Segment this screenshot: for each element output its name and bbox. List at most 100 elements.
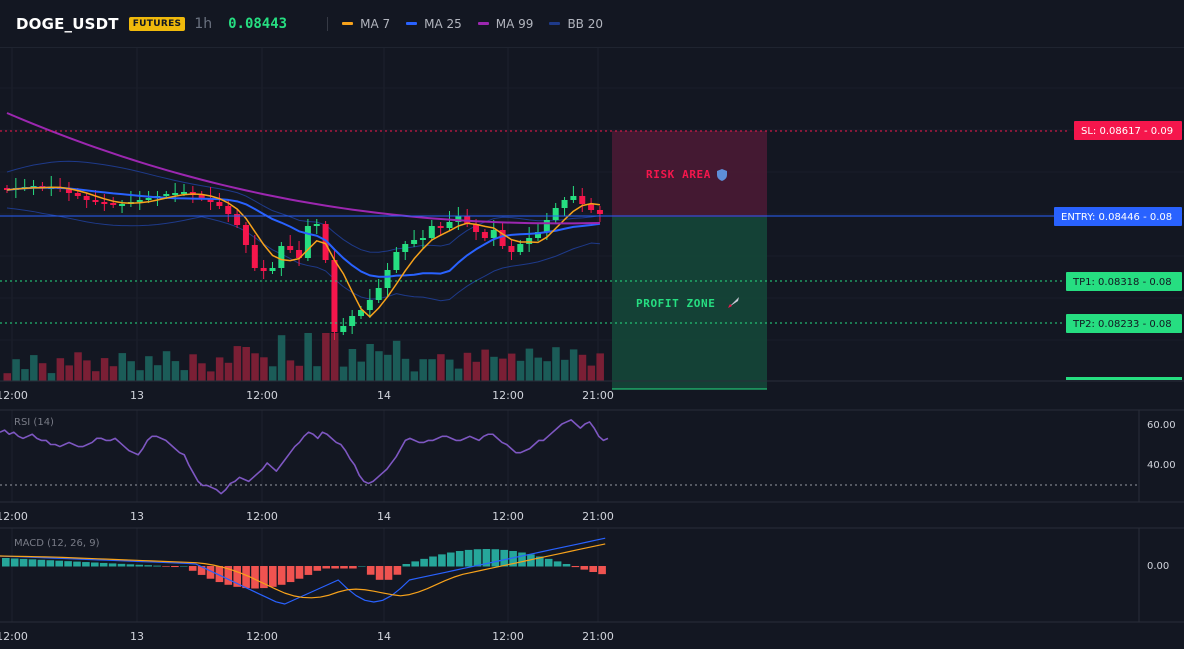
macd-title: MACD (12, 26, 9) (14, 538, 100, 549)
volume-bar (260, 357, 268, 381)
candle-body (101, 202, 108, 204)
candle-body (428, 226, 435, 238)
volume-bar (401, 358, 410, 381)
rsi-title: RSI (14) (14, 417, 54, 428)
volume-bar (348, 349, 357, 381)
volume-bar (47, 373, 56, 381)
time-axis-rsi[interactable]: 12:00 13 12:00 14 12:00 21:00 (0, 510, 614, 523)
macd-histogram-bar (153, 565, 161, 567)
candle-body (499, 230, 506, 246)
volume-bar (269, 366, 277, 381)
macd-histogram-bar (304, 566, 313, 575)
volume-bar (313, 366, 321, 381)
volume-bar (74, 352, 82, 381)
candle-body (552, 208, 559, 220)
volume-bar (100, 358, 109, 381)
candle-body (260, 268, 267, 271)
macd-histogram-bar (260, 566, 268, 589)
macd-histogram-bar (358, 566, 366, 567)
timeframe-label[interactable]: 1h (194, 15, 213, 32)
macd-histogram-bar (215, 566, 224, 583)
ma7-swatch (342, 22, 354, 25)
current-price-marker (1066, 377, 1182, 380)
time-axis-main[interactable]: 12:00 13 12:00 14 12:00 21:00 (0, 389, 614, 402)
volume-bar (499, 358, 507, 381)
macd-histogram-bar (197, 566, 206, 575)
rsi-path (0, 419, 609, 495)
time-tick-label: 12:00 (0, 510, 28, 523)
candle-body (145, 198, 152, 200)
macd-histogram-bar (509, 551, 517, 567)
candle-body (287, 246, 294, 250)
symbol-name[interactable]: DOGE_USDT (16, 14, 119, 33)
legend-bb20-label: BB 20 (567, 16, 603, 31)
volume-bar (109, 366, 118, 381)
volume-bar (419, 359, 427, 381)
volume-bar (65, 365, 73, 381)
tp1-label: TP1: 0.08318 - 0.08 (1072, 277, 1172, 288)
ma25-swatch (406, 22, 418, 25)
macd-histogram-bar (589, 566, 597, 572)
macd-histogram-bar (562, 564, 571, 567)
macd-histogram-bar (420, 558, 428, 567)
legend-bb20[interactable]: BB 20 (549, 17, 603, 31)
volume-bar (330, 333, 339, 381)
candle-body (234, 214, 241, 225)
macd-histogram-bar (251, 566, 259, 589)
time-tick-label: 14 (377, 630, 391, 643)
macd-histogram-bar (99, 562, 108, 567)
indicator-legend: MA 7 MA 25 MA 99 BB 20 (342, 17, 619, 31)
macd-histogram-bar (2, 558, 10, 567)
time-tick-label: 13 (130, 389, 144, 402)
tp1-label-box (1066, 272, 1182, 291)
volume-bar (83, 360, 91, 381)
bollinger-bands (6, 160, 601, 302)
macd-histogram-bar (331, 566, 339, 569)
candle-body (517, 244, 524, 252)
time-tick-label: 12:00 (492, 630, 524, 643)
volume-bar (56, 358, 65, 381)
position-zones[interactable]: RISK AREA PROFIT ZONE (612, 131, 767, 390)
candle-body (473, 224, 480, 232)
candle-body (490, 230, 497, 238)
entry-label: ENTRY: 0.08446 - 0.08 (1061, 212, 1172, 223)
price-levels[interactable] (0, 130, 1182, 380)
macd-histogram-bar (473, 549, 482, 567)
macd-histogram-bar (429, 556, 437, 567)
volume-bar (3, 373, 11, 381)
candle-body (579, 196, 586, 204)
time-axis-macd[interactable]: 12:00 13 12:00 14 12:00 21:00 (0, 630, 614, 643)
candle-body (74, 193, 81, 196)
volume-bar (534, 357, 542, 381)
candle-body (304, 226, 311, 258)
volume-bar (295, 365, 304, 381)
macd-histogram-bar (277, 566, 286, 585)
volume-bar (516, 360, 525, 381)
legend-ma7[interactable]: MA 7 (342, 17, 390, 31)
macd-histogram-bar (491, 549, 500, 567)
volume-bar (127, 361, 135, 381)
macd-indicator (0, 537, 606, 605)
candle-body (251, 245, 258, 268)
macd-histogram-bar (402, 564, 411, 567)
candle-body (340, 326, 347, 332)
macd-histogram-bar (171, 566, 179, 568)
macd-histogram-bar (73, 561, 81, 567)
macd-histogram-bar (135, 564, 144, 567)
rsi-tick-40: 40.00 (1147, 460, 1176, 471)
macd-histogram-bar (411, 561, 419, 567)
candle-body (543, 220, 550, 232)
macd-histogram-bar (536, 556, 544, 567)
macd-histogram-bar (46, 560, 55, 567)
legend-ma25[interactable]: MA 25 (406, 17, 462, 31)
macd-histogram-bar (108, 563, 117, 567)
bb-lower (6, 207, 600, 302)
volume-bar (304, 333, 312, 381)
candlesticks[interactable] (4, 176, 603, 340)
candle-body (419, 238, 426, 240)
legend-ma99[interactable]: MA 99 (477, 17, 533, 31)
chart-header: DOGE_USDT FUTURES 1h 0.08443 MA 7 MA 25 … (0, 0, 1184, 48)
macd-signal-line (0, 543, 606, 599)
time-tick-label: 13 (130, 510, 144, 523)
